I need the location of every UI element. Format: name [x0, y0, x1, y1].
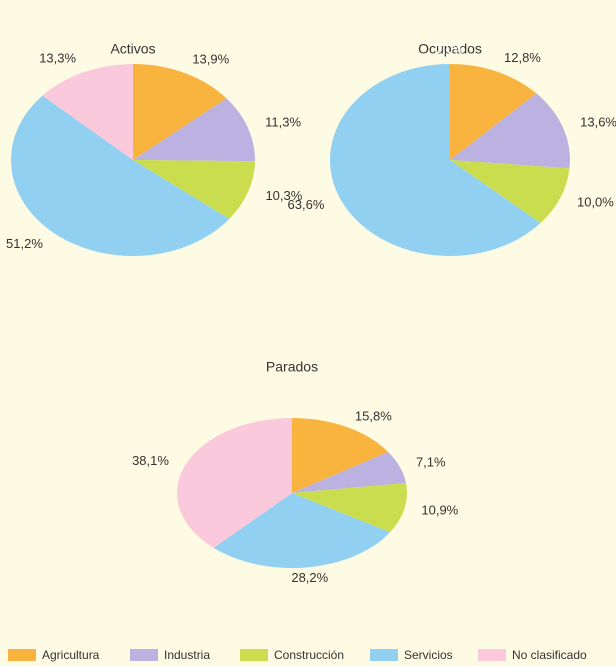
data-label: 38,1% — [132, 453, 169, 468]
legend-swatch — [370, 649, 398, 661]
data-label: 63,6% — [288, 197, 325, 212]
legend-label: No clasificado — [512, 648, 587, 662]
data-label: 11,3% — [265, 114, 301, 129]
data-label: 13,9% — [192, 51, 229, 66]
pie-slice — [292, 451, 406, 493]
pie-slice — [292, 417, 389, 493]
pie-slice — [450, 64, 537, 160]
legend-swatch — [130, 649, 158, 661]
data-label: 51,2% — [6, 236, 43, 251]
pie-slice — [133, 98, 255, 162]
data-label: 0,0% — [435, 41, 465, 56]
pie-slice — [330, 64, 541, 257]
chart-title: Parados — [266, 359, 318, 375]
legend-swatch — [8, 649, 36, 661]
legend-label: Construcción — [274, 648, 344, 662]
pie-slice — [177, 418, 292, 548]
pie-slice — [213, 493, 390, 568]
legend-swatch — [240, 649, 268, 661]
data-label: 10,9% — [421, 502, 458, 517]
pie-slice — [292, 483, 407, 533]
legend-label: Agricultura — [42, 648, 100, 662]
data-label: 7,1% — [416, 454, 446, 469]
legend-label: Servicios — [404, 648, 453, 662]
data-label: 10,3% — [265, 188, 302, 203]
pie-slice — [450, 160, 570, 224]
data-label: 12,8% — [504, 50, 541, 65]
data-label: 13,3% — [39, 51, 76, 66]
data-label: 28,2% — [291, 570, 328, 585]
pie-slice — [450, 93, 570, 169]
legend-swatch — [478, 649, 506, 661]
data-label: 10,0% — [577, 195, 614, 210]
legend-label: Industria — [164, 648, 210, 662]
pie-slice — [133, 160, 255, 219]
data-label: 13,6% — [580, 115, 616, 130]
chart-title: Activos — [110, 41, 155, 57]
chart-title: Ocupados — [418, 41, 482, 57]
data-label: 15,8% — [355, 409, 392, 424]
pie-slice — [42, 64, 133, 160]
pie-slice — [11, 95, 230, 256]
pie-slice — [133, 64, 227, 160]
